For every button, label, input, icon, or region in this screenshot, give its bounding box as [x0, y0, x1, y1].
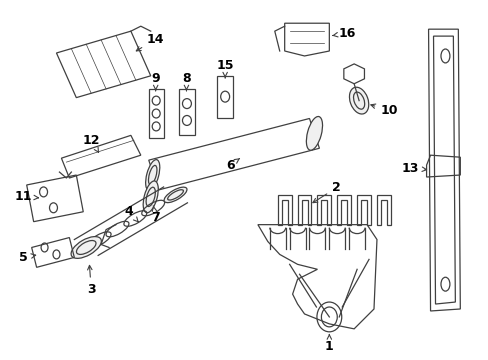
Text: 2: 2 [312, 181, 340, 203]
Text: 11: 11 [15, 190, 39, 203]
Text: 14: 14 [136, 33, 164, 51]
Ellipse shape [145, 159, 160, 190]
Text: 8: 8 [182, 72, 190, 91]
Text: 13: 13 [401, 162, 426, 175]
Text: 3: 3 [87, 265, 95, 296]
Text: 16: 16 [332, 27, 355, 40]
Text: 5: 5 [20, 251, 36, 264]
Text: 10: 10 [370, 104, 397, 117]
Text: 6: 6 [225, 158, 239, 172]
Ellipse shape [306, 117, 322, 150]
Text: 4: 4 [124, 205, 138, 222]
Text: 9: 9 [151, 72, 160, 91]
Text: 1: 1 [325, 334, 333, 353]
Ellipse shape [143, 181, 158, 213]
Ellipse shape [164, 187, 186, 203]
Ellipse shape [71, 237, 101, 258]
Text: 15: 15 [216, 59, 233, 78]
Ellipse shape [349, 87, 368, 114]
Text: 12: 12 [82, 134, 100, 152]
Text: 7: 7 [151, 206, 160, 224]
